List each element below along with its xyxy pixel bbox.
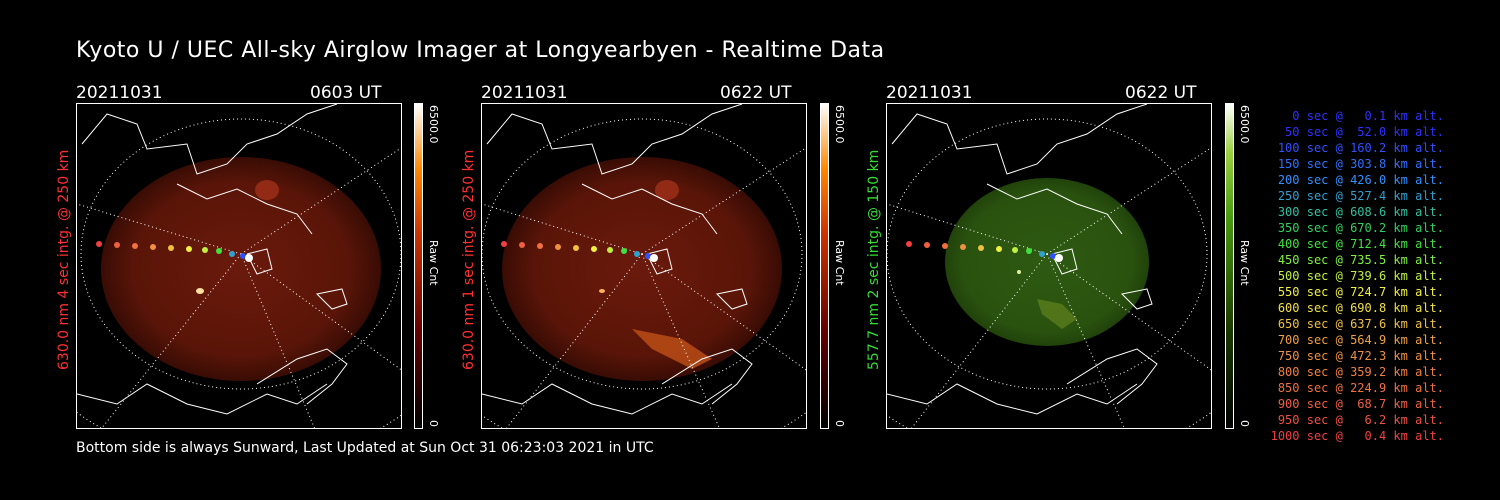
panel-1-cbar-min: 0 bbox=[427, 420, 440, 427]
legend-item: 500 sec @ 739.6 km alt. bbox=[1277, 269, 1444, 283]
panel-1-side-label: 630.0 nm 4 sec intg. @ 250 km bbox=[56, 149, 72, 370]
panel-2-side-label: 630.0 nm 1 sec intg. @ 250 km bbox=[461, 149, 477, 370]
panel-2-date: 20211031 bbox=[481, 83, 568, 103]
legend-item: 50 sec @ 52.0 km alt. bbox=[1285, 125, 1444, 139]
legend-item: 250 sec @ 527.4 km alt. bbox=[1277, 189, 1444, 203]
panel-1-cbar-unit: Raw Cnt bbox=[427, 240, 440, 286]
legend-item: 850 sec @ 224.9 km alt. bbox=[1277, 381, 1444, 395]
legend-item: 600 sec @ 690.8 km alt. bbox=[1277, 301, 1444, 315]
trajectory bbox=[96, 241, 253, 262]
legend-item: 650 sec @ 637.6 km alt. bbox=[1277, 317, 1444, 331]
legend-item: 900 sec @ 68.7 km alt. bbox=[1277, 397, 1444, 411]
legend-item: 1000 sec @ 0.4 km alt. bbox=[1270, 429, 1444, 443]
panel-3-date: 20211031 bbox=[886, 83, 973, 103]
airglow-disk bbox=[101, 157, 381, 381]
legend-item: 750 sec @ 472.3 km alt. bbox=[1277, 349, 1444, 363]
panel-1-image bbox=[76, 103, 402, 429]
legend-item: 350 sec @ 670.2 km alt. bbox=[1277, 221, 1444, 235]
legend-item: 200 sec @ 426.0 km alt. bbox=[1277, 173, 1444, 187]
footer-note: Bottom side is always Sunward, Last Upda… bbox=[76, 440, 654, 456]
legend-item: 100 sec @ 160.2 km alt. bbox=[1277, 141, 1444, 155]
panel-1-cbar-max: 6500.0 bbox=[427, 105, 440, 144]
panel-2-time: 0622 UT bbox=[720, 83, 792, 103]
panel-3-image bbox=[886, 103, 1212, 429]
legend-item: 450 sec @ 735.5 km alt. bbox=[1277, 253, 1444, 267]
legend-item: 150 sec @ 303.8 km alt. bbox=[1277, 157, 1444, 171]
panel-3-cbar-max: 6500.0 bbox=[1238, 105, 1251, 144]
panel-1-time: 0603 UT bbox=[310, 83, 382, 103]
panel-1-map bbox=[77, 104, 401, 428]
trajectory-legend: 0 sec @ 0.1 km alt. 50 sec @ 52.0 km alt.… bbox=[1262, 108, 1444, 444]
panel-2-map bbox=[482, 104, 806, 428]
panel-2-cbar-unit: Raw Cnt bbox=[833, 240, 846, 286]
panel-2-cbar-min: 0 bbox=[833, 420, 846, 427]
legend-item: 0 sec @ 0.1 km alt. bbox=[1292, 109, 1444, 123]
panel-2-image bbox=[481, 103, 807, 429]
legend-item: 400 sec @ 712.4 km alt. bbox=[1277, 237, 1444, 251]
panel-3-map bbox=[887, 104, 1211, 428]
legend-item: 550 sec @ 724.7 km alt. bbox=[1277, 285, 1444, 299]
legend-item: 300 sec @ 608.6 km alt. bbox=[1277, 205, 1444, 219]
panel-2-colorbar bbox=[820, 103, 829, 429]
panel-2-cbar-max: 6500.0 bbox=[833, 105, 846, 144]
legend-item: 800 sec @ 359.2 km alt. bbox=[1277, 365, 1444, 379]
panel-3-time: 0622 UT bbox=[1125, 83, 1197, 103]
legend-item: 950 sec @ 6.2 km alt. bbox=[1277, 413, 1444, 427]
panel-3-side-label: 557.7 nm 2 sec intg. @ 150 km bbox=[866, 149, 882, 370]
panel-3-cbar-unit: Raw Cnt bbox=[1238, 240, 1251, 286]
panel-3-colorbar bbox=[1225, 103, 1234, 429]
panel-1-date: 20211031 bbox=[76, 83, 163, 103]
trajectory bbox=[906, 241, 1063, 262]
legend-item: 700 sec @ 564.9 km alt. bbox=[1277, 333, 1444, 347]
panel-3-cbar-min: 0 bbox=[1238, 420, 1251, 427]
panel-1-colorbar bbox=[414, 103, 423, 429]
trajectory bbox=[501, 241, 658, 262]
page-title: Kyoto U / UEC All-sky Airglow Imager at … bbox=[76, 38, 885, 63]
